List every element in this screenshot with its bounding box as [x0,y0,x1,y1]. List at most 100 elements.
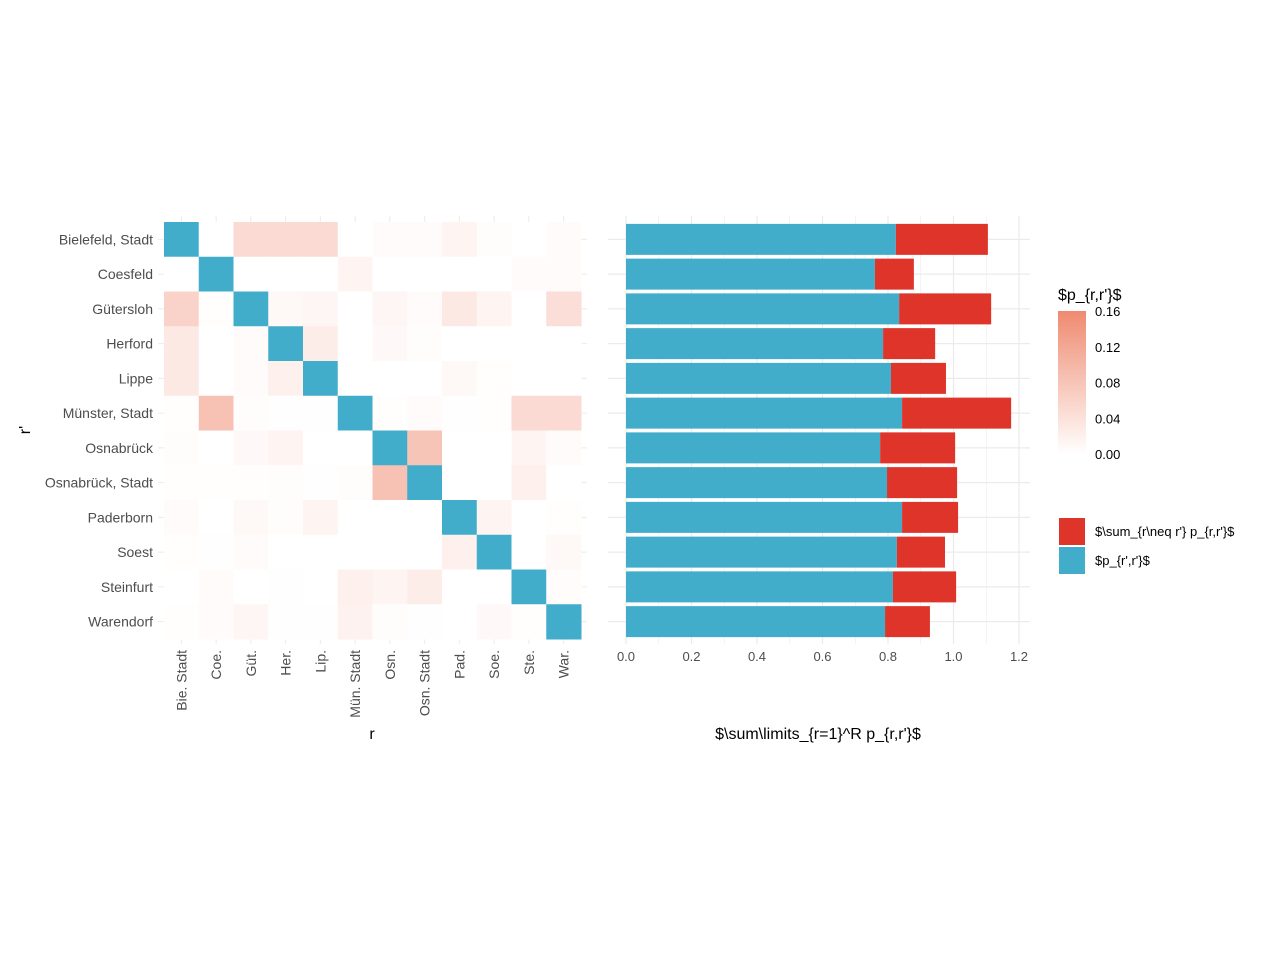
bar-diagonal [626,328,884,360]
heatmap-row-label: Bielefeld, Stadt [59,231,153,247]
heatmap-cell [303,604,339,640]
heatmap-cell [476,326,512,362]
heatmap-cell [233,534,269,570]
bar-diagonal [626,223,896,255]
heatmap-cell [372,361,408,397]
heatmap-cell [268,395,304,431]
heatmap-cell [164,569,200,605]
bar-offdiagonal [899,293,992,325]
heatmap-cell [511,500,547,536]
bar-diagonal [626,432,881,464]
heatmap-cell [337,500,373,536]
heatmap-cell [442,361,478,397]
heatmap-col-label: Soe. [486,650,502,679]
heatmap-cell [546,500,582,536]
heatmap-cell [546,569,582,605]
heatmap-cell [198,465,234,501]
heatmap-cell [337,222,373,258]
bar-offdiagonal [885,606,930,638]
heatmap-cell [303,500,339,536]
heatmap-cell [476,222,512,258]
heatmap-cell [476,395,512,431]
bar-diagonal [626,571,893,603]
heatmap-cell [407,534,443,570]
heatmap-cell [442,326,478,362]
heatmap-cell [372,395,408,431]
heatmap-cell [511,534,547,570]
heatmap-cell [198,222,234,258]
heatmap-cell [198,361,234,397]
bar-x-tick-label: 0.4 [748,649,766,664]
bar-offdiagonal [883,328,936,360]
bar-diagonal [626,362,891,394]
heatmap-cell [442,430,478,466]
colorbar-tick-label: 0.04 [1095,411,1120,426]
heatmap-cell [164,291,200,327]
heatmap-row-label: Paderborn [88,509,153,525]
heatmap-cell [268,534,304,570]
heatmap-cell [337,256,373,292]
heatmap-row-label: Gütersloh [92,301,153,317]
heatmap-row-label: Osnabrück [85,440,154,456]
heatmap-cell [198,500,234,536]
heatmap-cell [511,465,547,501]
heatmap-cell [198,569,234,605]
heatmap-cell [303,534,339,570]
heatmap-row-label: Warendorf [88,614,153,630]
heatmap-cell [372,256,408,292]
heatmap-row-label: Lippe [119,370,153,386]
heatmap-row-label: Steinfurt [101,579,153,595]
heatmap-cell [233,465,269,501]
bar-offdiagonal [895,223,988,255]
legend-label: $p_{r',r'}$ [1095,553,1151,568]
heatmap-cell [233,326,269,362]
bar-x-tick-label: 1.0 [944,649,962,664]
heatmap-col-label: Osn. Stadt [417,650,433,716]
heatmap-cell [476,465,512,501]
heatmap-cell [442,569,478,605]
heatmap-cell [407,430,443,466]
heatmap-cell [337,361,373,397]
heatmap-cell [476,430,512,466]
heatmap-cell [476,604,512,640]
heatmap-cell [476,569,512,605]
heatmap-cell [303,256,339,292]
colorbar-tick-label: 0.12 [1095,340,1120,355]
heatmap-cell [372,604,408,640]
heatmap-cell [198,604,234,640]
heatmap-cell [546,361,582,397]
heatmap-cell [268,500,304,536]
heatmap-cell [233,256,269,292]
heatmap-cell [442,465,478,501]
bar-x-axis-title: $\sum\limits_{r=1}^R p_{r,r'}$ [715,726,921,743]
heatmap-cell [164,534,200,570]
heatmap-cell [372,326,408,362]
heatmap-cell [407,569,443,605]
heatmap-cell [407,361,443,397]
heatmap-cell [268,291,304,327]
heatmap-cell [511,361,547,397]
heatmap-cell [268,256,304,292]
heatmap-cell [303,465,339,501]
heatmap-cell [198,291,234,327]
heatmap-cell [546,256,582,292]
bar-offdiagonal [896,536,945,568]
bar-offdiagonal [874,258,914,290]
heatmap-cell [164,326,200,362]
colorbar-tick-label: 0.08 [1095,376,1120,391]
heatmap-cell [303,222,339,258]
heatmap-cell [476,361,512,397]
bar-offdiagonal [890,362,946,394]
heatmap-cell [511,326,547,362]
heatmap-cell [407,465,443,501]
heatmap-row-label: Coesfeld [98,266,153,282]
heatmap-cell [164,222,200,258]
heatmap-cell [164,500,200,536]
heatmap-cell [303,361,339,397]
heatmap-cell [337,395,373,431]
heatmap-cell [546,430,582,466]
bar-diagonal [626,258,875,290]
heatmap-col-label: Güt. [243,650,259,676]
heatmap-cell [511,395,547,431]
heatmap-cell [511,604,547,640]
